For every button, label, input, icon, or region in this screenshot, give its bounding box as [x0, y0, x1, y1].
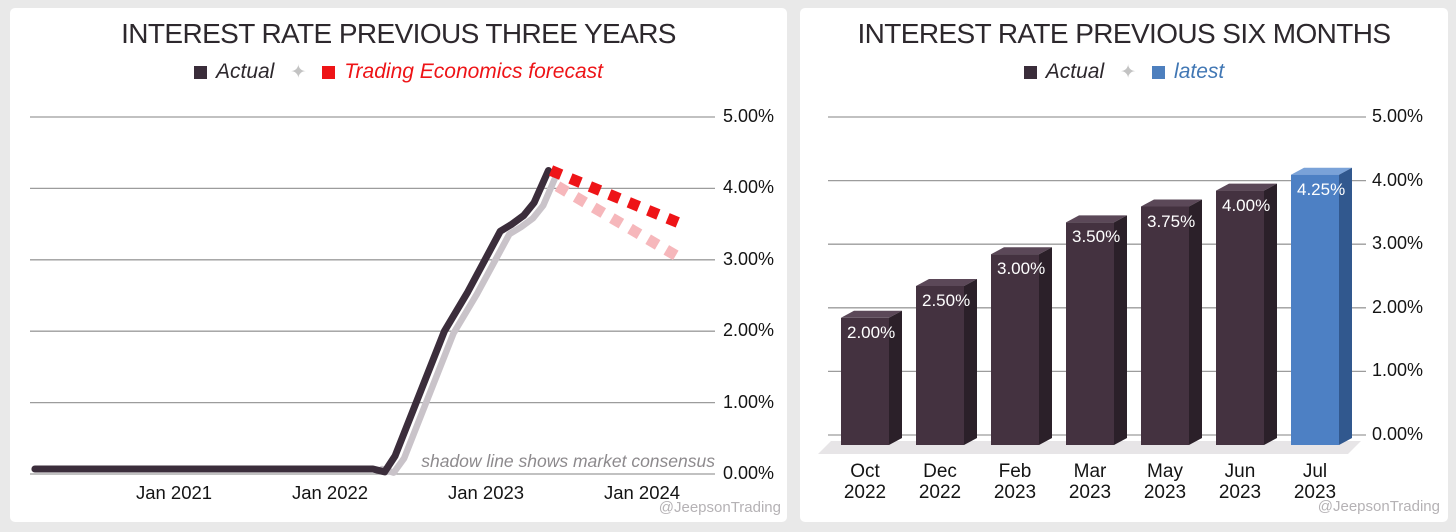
- y-axis-tick-label: 0.00%: [723, 463, 775, 483]
- bar-front-face: [841, 317, 889, 445]
- watermark-left: @JeepsonTrading: [658, 499, 781, 516]
- right-chart-title: INTEREST RATE PREVIOUS SIX MONTHS: [857, 18, 1391, 49]
- bar-side-face: [889, 310, 902, 445]
- line-chart-canvas: [30, 116, 715, 476]
- bar-side-face: [1264, 183, 1277, 445]
- bar-dec-2022: [916, 279, 977, 445]
- legend-separator-icon: ✦: [1120, 61, 1137, 83]
- bar-value-label: 2.50%: [922, 291, 971, 310]
- bar-side-face: [1039, 247, 1052, 445]
- series-trading-economics-forecast: [548, 165, 681, 228]
- bar-side-face: [964, 279, 977, 445]
- bar-jun-2023: [1216, 183, 1277, 445]
- x-axis-tick-label: Dec 2022: [918, 461, 962, 504]
- x-axis-tick-label: Jul 2023: [1293, 461, 1337, 504]
- x-axis-tick-label: Mar 2023: [1068, 461, 1112, 504]
- bar-chart-canvas: [818, 116, 1366, 454]
- bar-top-face: [841, 310, 902, 318]
- legend-swatch-latest: [1152, 65, 1166, 79]
- y-axis-tick-label: 4.00%: [723, 177, 775, 198]
- bar-top-face: [1066, 215, 1127, 223]
- bar-side-face: [1114, 215, 1127, 445]
- bar-top-face: [1216, 183, 1277, 191]
- y-axis-tick-label: 1.00%: [1372, 360, 1424, 381]
- x-axis-tick-label: Oct 2022: [843, 461, 887, 504]
- bar-front-face: [991, 254, 1039, 445]
- legend-swatch-forecast: [322, 65, 336, 79]
- right-chart-legend: Actual ✦ latest: [800, 59, 1448, 85]
- legend-swatch-actual: [193, 65, 207, 79]
- left-chart-title: INTEREST RATE PREVIOUS THREE YEARS: [121, 18, 676, 49]
- bar-value-label: 2.00%: [847, 322, 896, 342]
- bar-front-face: [916, 286, 964, 445]
- legend-separator-icon: ✦: [290, 61, 307, 83]
- bar-jul-2023: [1291, 167, 1352, 445]
- bar-side-face: [1189, 199, 1202, 445]
- bar-mar-2023: [1066, 215, 1127, 445]
- x-axis-tick-label: Feb 2023: [993, 461, 1037, 504]
- y-axis-tick-label: 1.00%: [723, 391, 775, 412]
- shadow-line-note: shadow line shows market consensus: [421, 451, 715, 471]
- bar-top-face: [1291, 167, 1352, 175]
- bar-top-face: [1141, 199, 1202, 207]
- y-axis-tick-label: 5.00%: [1372, 106, 1424, 126]
- bar-top-face: [991, 247, 1052, 255]
- legend-swatch-actual: [1023, 65, 1037, 79]
- y-axis-tick-label: 0.00%: [1372, 424, 1424, 444]
- x-axis-tick-label: Jan 2022: [291, 482, 369, 503]
- bar-value-label: 4.00%: [1222, 195, 1271, 215]
- bar-front-face: [1216, 190, 1264, 445]
- bar-may-2023: [1141, 199, 1202, 445]
- x-axis-tick-label: Jan 2024: [603, 482, 681, 503]
- y-axis-tick-label: 2.00%: [723, 320, 775, 341]
- bar-side-face: [1339, 167, 1352, 445]
- bar-value-label: 3.75%: [1147, 211, 1196, 231]
- bar-value-label: 4.25%: [1297, 179, 1346, 199]
- panel-interest-rate-three-years: INTEREST RATE PREVIOUS THREE YEARS Actua…: [10, 8, 787, 522]
- series-market-consensus-forecast: [554, 181, 680, 261]
- bar-value-label: 3.50%: [1072, 227, 1121, 247]
- y-axis-tick-label: 2.00%: [1372, 296, 1424, 317]
- legend-label-latest: latest: [1174, 60, 1225, 83]
- watermark-right: @JeepsonTrading: [1317, 498, 1440, 515]
- x-axis-tick-label: Jan 2023: [447, 482, 525, 503]
- left-chart-legend: Actual ✦ Trading Economics forecast: [10, 59, 787, 85]
- bar-feb-2023: [991, 247, 1052, 445]
- legend-label-actual: Actual: [1045, 60, 1105, 83]
- legend-label-actual: Actual: [215, 60, 275, 83]
- bar-top-face: [916, 279, 977, 286]
- x-axis-tick-label: Jun 2023: [1218, 461, 1262, 504]
- bar-value-label: 3.00%: [997, 259, 1046, 279]
- y-axis-tick-label: 4.00%: [1372, 169, 1424, 190]
- bar-front-face: [1141, 206, 1189, 445]
- y-axis-tick-label: 3.00%: [1372, 233, 1424, 254]
- y-axis-tick-label: 5.00%: [723, 106, 775, 126]
- panel-interest-rate-six-months: INTEREST RATE PREVIOUS SIX MONTHS Actual…: [800, 8, 1448, 522]
- series-market-consensus-shadow: [378, 172, 560, 476]
- x-axis-tick-label: May 2023: [1143, 461, 1187, 504]
- legend-label-forecast: Trading Economics forecast: [344, 60, 603, 83]
- bar-oct-2022: [841, 310, 902, 445]
- y-axis-tick-label: 3.00%: [723, 248, 775, 269]
- bar-front-face: [1066, 222, 1114, 445]
- bar-front-face: [1291, 174, 1339, 445]
- series-actual: [31, 167, 552, 476]
- x-axis-tick-label: Jan 2021: [135, 482, 213, 503]
